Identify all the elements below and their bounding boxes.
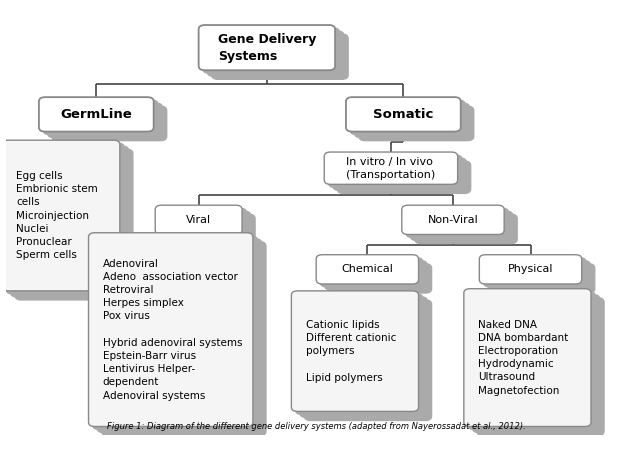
FancyBboxPatch shape: [337, 161, 471, 193]
FancyBboxPatch shape: [2, 140, 120, 291]
Text: Cationic lipids
Different cationic
polymers

Lipid polymers: Cationic lipids Different cationic polym…: [306, 320, 396, 382]
FancyBboxPatch shape: [402, 205, 504, 234]
FancyBboxPatch shape: [329, 264, 432, 293]
FancyBboxPatch shape: [164, 211, 251, 240]
Text: GermLine: GermLine: [60, 108, 132, 121]
FancyBboxPatch shape: [211, 34, 348, 79]
FancyBboxPatch shape: [291, 291, 418, 411]
FancyBboxPatch shape: [325, 261, 427, 290]
FancyBboxPatch shape: [316, 255, 418, 284]
FancyBboxPatch shape: [208, 31, 344, 76]
FancyBboxPatch shape: [300, 297, 427, 417]
FancyBboxPatch shape: [333, 158, 467, 191]
FancyBboxPatch shape: [484, 258, 586, 287]
Text: Physical: Physical: [508, 264, 553, 274]
Text: Figure 1: Diagram of the different gene delivery systems (adapted from Nayerossa: Figure 1: Diagram of the different gene …: [107, 422, 526, 431]
FancyBboxPatch shape: [89, 233, 253, 426]
FancyBboxPatch shape: [468, 292, 596, 430]
FancyBboxPatch shape: [492, 264, 595, 293]
FancyBboxPatch shape: [11, 146, 128, 297]
Text: Somatic: Somatic: [373, 108, 434, 121]
FancyBboxPatch shape: [320, 258, 423, 287]
FancyBboxPatch shape: [350, 100, 465, 135]
FancyBboxPatch shape: [93, 236, 257, 430]
FancyBboxPatch shape: [97, 239, 261, 432]
FancyBboxPatch shape: [47, 103, 162, 137]
FancyBboxPatch shape: [203, 28, 339, 73]
FancyBboxPatch shape: [410, 211, 513, 240]
FancyBboxPatch shape: [168, 214, 255, 244]
FancyBboxPatch shape: [479, 255, 582, 284]
FancyBboxPatch shape: [160, 208, 246, 238]
FancyBboxPatch shape: [324, 152, 458, 184]
FancyBboxPatch shape: [464, 289, 591, 426]
FancyBboxPatch shape: [477, 298, 604, 436]
Text: Viral: Viral: [186, 215, 211, 225]
Text: Naked DNA
DNA bombardant
Electroporation
Hydrodynamic
Ultrasound
Magnetofection: Naked DNA DNA bombardant Electroporation…: [478, 320, 568, 396]
FancyBboxPatch shape: [304, 300, 432, 420]
Text: Gene Delivery
Systems: Gene Delivery Systems: [218, 33, 316, 63]
FancyBboxPatch shape: [101, 242, 266, 436]
FancyBboxPatch shape: [52, 106, 166, 141]
FancyBboxPatch shape: [359, 106, 473, 141]
FancyBboxPatch shape: [6, 143, 124, 294]
FancyBboxPatch shape: [296, 294, 423, 414]
FancyBboxPatch shape: [406, 208, 508, 238]
FancyBboxPatch shape: [155, 205, 242, 234]
FancyBboxPatch shape: [488, 261, 591, 290]
Text: Chemical: Chemical: [341, 264, 393, 274]
FancyBboxPatch shape: [346, 97, 461, 131]
FancyBboxPatch shape: [329, 155, 462, 187]
Text: In vitro / In vivo
(Transportation): In vitro / In vivo (Transportation): [346, 157, 436, 180]
FancyBboxPatch shape: [354, 103, 470, 137]
Text: Non-Viral: Non-Viral: [428, 215, 479, 225]
Text: Egg cells
Embrionic stem
cells
Microinjection
Nuclei
Pronuclear
Sperm cells: Egg cells Embrionic stem cells Microinje…: [16, 171, 98, 260]
FancyBboxPatch shape: [415, 214, 517, 244]
FancyBboxPatch shape: [199, 25, 335, 70]
FancyBboxPatch shape: [15, 149, 133, 300]
FancyBboxPatch shape: [39, 97, 154, 131]
Text: Adenoviral
Adeno  association vector
Retroviral
Herpes simplex
Pox virus

Hybrid: Adenoviral Adeno association vector Retr…: [103, 259, 242, 401]
FancyBboxPatch shape: [472, 295, 599, 432]
FancyBboxPatch shape: [43, 100, 158, 135]
